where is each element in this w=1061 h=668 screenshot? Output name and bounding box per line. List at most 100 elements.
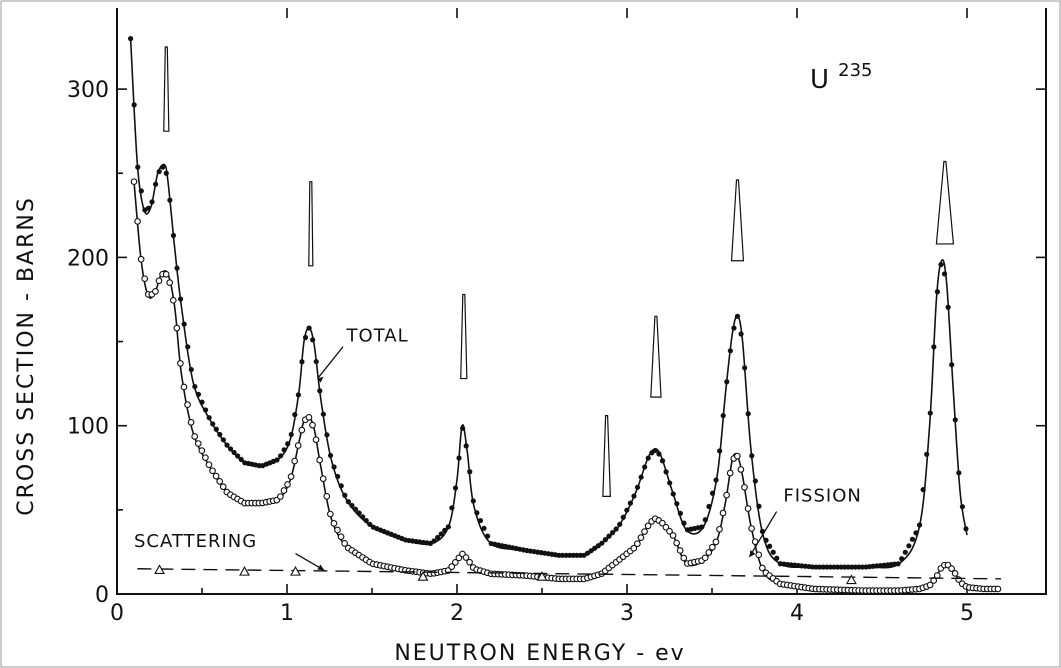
fission-point (305, 414, 313, 421)
total-point (481, 525, 487, 531)
total-point (570, 552, 576, 558)
total-point (613, 526, 619, 532)
fission-point (316, 456, 323, 464)
scattering-point (239, 565, 250, 576)
total-point (199, 399, 205, 405)
total-point (310, 337, 316, 343)
total-point (281, 447, 287, 453)
leader-total (317, 346, 344, 379)
annotation-fission: FISSION (783, 485, 861, 506)
scattering-point (417, 571, 429, 581)
y-tick-label: 100 (67, 415, 109, 440)
total-point (831, 564, 837, 570)
total-point (956, 470, 962, 476)
fission-point (309, 421, 316, 429)
series-total (128, 36, 969, 570)
total-point (567, 552, 573, 558)
fission-point (298, 426, 306, 434)
total-point (285, 441, 291, 447)
fission-point (666, 527, 673, 535)
total-point (435, 534, 441, 541)
fission-point (680, 554, 688, 562)
fission-point (758, 564, 766, 572)
total-point (756, 503, 762, 509)
fission-point (926, 581, 934, 589)
total-point (185, 344, 191, 350)
total-point (774, 555, 780, 561)
total-point (902, 549, 908, 555)
scattering-point (290, 565, 301, 576)
total-point (717, 448, 723, 454)
resonance-marker (935, 160, 955, 245)
fission-point (634, 540, 641, 548)
total-point (167, 197, 173, 203)
fission-point (287, 473, 295, 480)
total-point (206, 415, 212, 421)
total-point (724, 379, 730, 385)
fission-point (744, 505, 752, 512)
fission-point (312, 436, 320, 444)
fission-point (719, 509, 727, 517)
total-point (720, 413, 726, 419)
resonance-marker (308, 181, 314, 267)
total-point (895, 561, 901, 567)
fission-point (284, 481, 291, 488)
series-layer (128, 36, 1002, 594)
chart-title-sup: 235 (838, 60, 872, 81)
fission-point (741, 483, 748, 491)
fission-point (948, 565, 955, 572)
total-point (763, 537, 769, 543)
total-point (677, 510, 683, 516)
fission-point (216, 478, 224, 485)
axes: 0 1 2 3 4 5 0 100 200 300 (67, 8, 1047, 626)
fission-point (137, 255, 145, 263)
fission-point (205, 461, 213, 469)
fission-point (337, 533, 345, 541)
total-point (745, 411, 751, 417)
total-point (920, 487, 926, 493)
resonance-marker (650, 315, 662, 398)
total-point (559, 552, 566, 558)
series-fission (130, 178, 1002, 594)
fission-point (327, 510, 334, 518)
fission-point (330, 520, 338, 527)
total-point (556, 552, 562, 558)
total-point (670, 491, 676, 497)
total-point (313, 358, 319, 365)
total-point (959, 504, 966, 510)
total-point (827, 564, 833, 570)
total-point (156, 168, 162, 175)
total-point (138, 188, 144, 194)
total-point (627, 500, 634, 506)
fission-point (451, 559, 459, 566)
resonance-marker (460, 293, 468, 380)
total-point (149, 199, 155, 205)
total-point (634, 484, 641, 490)
total-point (456, 455, 462, 461)
total-point (663, 469, 669, 475)
total-point (838, 564, 844, 570)
total-point (906, 543, 912, 549)
scattering-point (845, 574, 857, 585)
total-point (702, 517, 708, 523)
total-point (452, 485, 459, 491)
fission-point (212, 472, 220, 480)
total-point (852, 564, 858, 570)
total-point (713, 477, 719, 483)
total-point (738, 331, 744, 337)
total-point (470, 498, 476, 504)
total-point (217, 431, 223, 438)
total-point (577, 552, 584, 558)
total-point (160, 164, 166, 170)
total-point (770, 549, 776, 555)
fission-point (755, 551, 763, 559)
fission-point (637, 534, 645, 541)
fission-point (319, 475, 327, 483)
leader-scattering-arrow (317, 564, 325, 571)
total-point (485, 533, 491, 539)
total-point (931, 344, 937, 350)
resonance-marker (730, 179, 745, 262)
total-point (820, 564, 826, 570)
annotations: TOTAL FISSION SCATTERING (134, 326, 861, 571)
x-tick-label: 4 (790, 601, 804, 626)
